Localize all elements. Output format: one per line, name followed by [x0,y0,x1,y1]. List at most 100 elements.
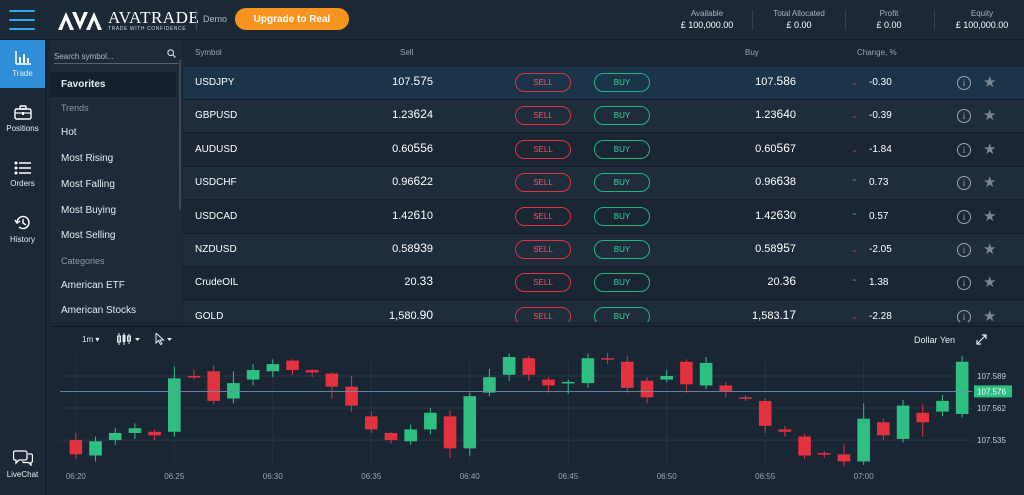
candle-up [955,361,969,414]
buy-price-prefix: 1.23 [755,109,777,122]
x-tick-label: 07:00 [854,472,875,481]
buy-price: 0.60567 [706,141,796,155]
favorite-star-icon[interactable]: ★ [983,274,997,292]
quote-row[interactable]: USDJPY 107.575 SELL BUY 107.586 ⌄ -0.30 i ★ [183,67,1024,100]
info-icon[interactable]: i [957,243,971,257]
sell-price: 107.575 [343,74,433,88]
x-tick-label: 06:30 [263,472,284,481]
info-icon[interactable]: i [957,76,971,90]
y-tick-label: 107.589 [977,372,1006,381]
y-tick-label: 107.562 [977,404,1006,413]
info-icon[interactable]: i [957,309,971,322]
sidebar-item-hot[interactable]: Hot [61,127,77,138]
candle-down [640,380,654,398]
favorite-star-icon[interactable]: ★ [983,207,997,225]
info-icon[interactable]: i [957,142,971,157]
nav-item-label: Positions [6,124,39,133]
nav-item-livechat[interactable]: LiveChat [0,440,45,488]
quote-row[interactable]: GBPUSD 1.23624 SELL BUY 1.23640 ⌄ -0.39 i ★ [183,100,1024,134]
buy-button[interactable]: BUY [594,73,650,92]
sell-button[interactable]: SELL [515,106,571,126]
candle-down [837,454,851,462]
sell-price: 0.60556 [343,141,433,155]
account-separator [934,10,935,30]
favorite-star-icon[interactable]: ★ [983,174,997,192]
candle-up [108,432,122,441]
nav-item-orders[interactable]: Orders [0,150,45,198]
sidebar-item-most-selling[interactable]: Most Selling [61,230,116,241]
bar-chart-icon [14,50,31,65]
sidebar-item-american-stocks[interactable]: American Stocks [61,305,137,316]
expand-icon[interactable] [976,334,987,345]
quote-row[interactable]: GOLD 1,580.90 SELL BUY 1,583.17 ⌄ -2.28 i ★ [183,300,1024,322]
favorite-star-icon[interactable]: ★ [983,140,997,158]
info-icon[interactable]: i [957,209,971,224]
candle-up [502,357,516,375]
quote-row[interactable]: USDCHF 0.96622 SELL BUY 0.96638 ⌃ 0.73 i ★ [183,167,1024,201]
favorite-star-icon[interactable]: ★ [983,74,997,91]
sell-button[interactable]: SELL [515,73,571,92]
change-percent: 0.57 [869,210,889,222]
sell-button[interactable]: SELL [515,139,571,159]
buy-button[interactable]: BUY [594,106,650,126]
hamburger-menu-icon[interactable] [9,10,35,30]
price-chart[interactable]: 06:20 06:25 06:30 06:35 06:40 06:45 06:50 06:55… [50,353,1024,495]
nav-item-history[interactable]: History [0,205,45,253]
info-icon[interactable]: i [957,109,971,124]
chart-symbol-name: Dollar Yen [914,335,956,345]
buy-price: 1.42630 [706,208,796,222]
quote-row[interactable]: USDCAD 1.42610 SELL BUY 1.42630 ⌃ 0.57 i ★ [183,200,1024,234]
candle-down [522,358,536,375]
brand-tagline: TRADE WITH CONFIDENCE [108,25,187,32]
timeframe-select[interactable]: 1m ▾ [82,335,100,344]
account-available-label: Available [690,9,724,18]
current-price-badge [974,385,1012,398]
info-icon[interactable]: i [957,176,971,191]
sidebar-item-most-buying[interactable]: Most Buying [61,205,117,216]
history-icon [14,215,30,230]
candle-down [601,358,614,360]
buy-button[interactable]: BUY [594,273,650,293]
nav-item-trade[interactable]: Trade [0,40,45,88]
buy-price: 107.586 [706,74,796,88]
sell-button[interactable]: SELL [515,273,571,293]
quote-row[interactable]: AUDUSD 0.60556 SELL BUY 0.60567 ⌄ -1.84 i ★ [183,133,1024,167]
upgrade-to-real-button[interactable]: Upgrade to Real [235,8,349,30]
info-icon[interactable]: i [957,276,971,291]
candle-down [680,361,693,385]
buy-price-prefix: 107. [755,76,777,88]
buy-button[interactable]: BUY [594,306,650,322]
nav-item-label: Orders [10,178,35,188]
sidebar-item-american-etf[interactable]: American ETF [61,280,125,291]
cursor-icon[interactable] [154,333,174,345]
sidebar-item-most-rising[interactable]: Most Rising [61,153,114,164]
sell-button[interactable]: SELL [515,173,571,193]
sidebar-item-favorites[interactable]: Favorites [50,72,176,97]
brand-logo: AVATRADE TRADE WITH CONFIDENCE [58,9,199,33]
buy-button[interactable]: BUY [594,139,650,159]
favorite-star-icon[interactable]: ★ [983,241,997,258]
buy-price-pips: 63 [776,174,790,189]
buy-button[interactable]: BUY [594,173,650,193]
sell-button[interactable]: SELL [515,240,571,259]
sell-price: 0.58939 [343,241,433,255]
sell-button[interactable]: SELL [515,206,571,226]
candle-down [758,400,772,426]
buy-button[interactable]: BUY [594,206,650,226]
sidebar-scrollbar[interactable] [179,60,181,210]
favorite-star-icon[interactable]: ★ [983,107,997,125]
sidebar-item-most-falling[interactable]: Most Falling [61,179,115,190]
candle-up [857,418,870,462]
nav-item-positions[interactable]: Positions [0,95,45,143]
search-icon[interactable] [167,49,176,58]
quote-row[interactable]: CrudeOIL 20.33 SELL BUY 20.36 ⌃ 1.38 i ★ [183,267,1024,301]
buy-button[interactable]: BUY [594,240,650,259]
favorite-star-icon[interactable]: ★ [983,307,997,322]
candlestick-icon[interactable] [116,333,142,345]
quote-row[interactable]: NZDUSD 0.58939 SELL BUY 0.58957 ⌄ -2.05 i ★ [183,234,1024,267]
change-up-icon: ⌃ [851,278,858,288]
candle-down [148,431,161,436]
sell-button[interactable]: SELL [515,306,571,322]
search-symbol-input[interactable] [54,48,162,65]
buy-price: 20.36 [706,274,796,288]
